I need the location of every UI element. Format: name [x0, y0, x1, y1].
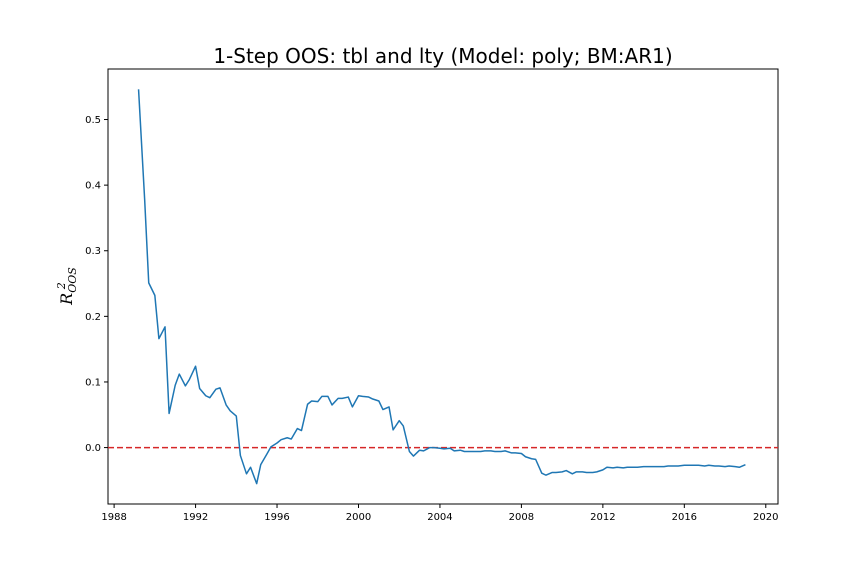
x-tick-label: 1992 [183, 512, 208, 523]
x-tick-label: 2004 [427, 512, 452, 523]
y-axis-label-sub: OOS [66, 267, 79, 293]
y-tick-label: 0.0 [85, 443, 101, 454]
plot-area: 1988 1992 1996 2000 2004 2008 2012 2016 2020 0.0… [85, 68, 779, 523]
y-axis: 0.0 0.1 0.2 0.3 0.4 0.5 [85, 115, 108, 454]
series-line [137, 89, 746, 485]
y-tick-label: 0.1 [85, 377, 101, 388]
x-tick-label: 2012 [590, 512, 615, 523]
y-axis-label: ROOS2 [55, 267, 79, 306]
y-axis-label-sup: 2 [55, 282, 68, 290]
x-tick-label: 1996 [264, 512, 289, 523]
x-axis: 1988 1992 1996 2000 2004 2008 2012 2016 2020 [101, 504, 779, 523]
x-tick-label: 2020 [753, 512, 778, 523]
y-axis-label-base: R [57, 293, 76, 306]
y-tick-label: 0.2 [85, 312, 101, 323]
y-tick-label: 0.3 [85, 246, 101, 257]
axes-frame [107, 68, 779, 505]
x-tick-label: 2016 [672, 512, 697, 523]
y-tick-label: 0.4 [85, 181, 101, 192]
x-tick-label: 1988 [101, 512, 126, 523]
x-tick-label: 2000 [346, 512, 371, 523]
chart-title: 1-Step OOS: tbl and lty (Model: poly; BM… [213, 44, 672, 68]
svg-text:ROOS2: ROOS2 [55, 267, 79, 306]
x-tick-label: 2008 [509, 512, 534, 523]
y-tick-label: 0.5 [85, 115, 101, 126]
